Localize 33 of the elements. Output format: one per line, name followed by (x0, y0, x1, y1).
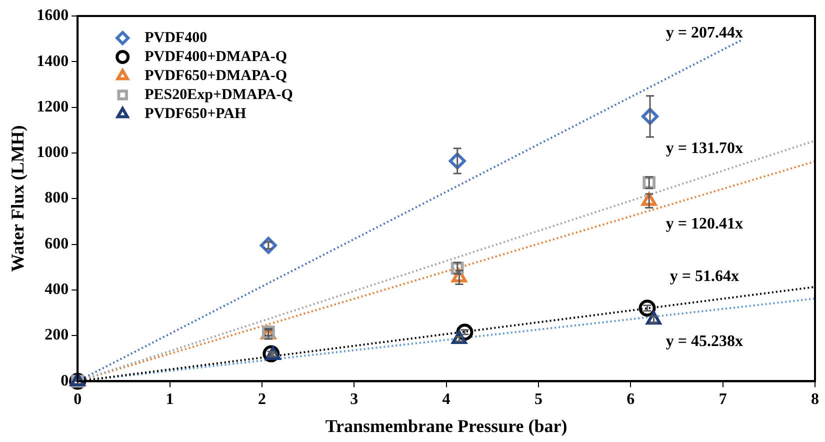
legend-label: PVDF400 (144, 30, 208, 46)
annotation: y = 207.44x (666, 24, 743, 42)
y-tick-label: 1600 (36, 7, 69, 24)
point (448, 152, 466, 170)
legend-label: PVDF400+DMAPA-Q (144, 48, 288, 65)
point (638, 300, 656, 317)
y-tick-label: 1200 (36, 98, 69, 116)
y-tick-label: 1400 (36, 52, 69, 70)
y-tick-label: 600 (44, 235, 69, 252)
x-axis-title: Transmembrane Pressure (bar) (325, 416, 568, 436)
annotation: y = 45.238x (666, 333, 743, 350)
y-axis-title: Water Flux (LMH) (7, 125, 28, 272)
x-tick-label: 3 (350, 390, 358, 408)
y-tick-label: 400 (44, 281, 69, 298)
annotation: y = 120.41x (666, 216, 743, 233)
x-tick-label: 1 (166, 390, 174, 408)
annotation: y = 51.64x (670, 268, 739, 286)
annotation: y = 131.70x (666, 140, 743, 157)
y-tick-label: 200 (44, 326, 69, 344)
legend-label: PVDF650+PAH (144, 106, 247, 122)
point (260, 236, 277, 254)
x-tick-label: 2 (258, 390, 266, 408)
x-tick-label: 7 (718, 390, 727, 408)
y-tick-label: 1000 (36, 144, 69, 162)
y-tick-label: 0 (60, 372, 69, 390)
x-tick-label: 5 (534, 390, 542, 408)
y-tick-label: 800 (44, 190, 69, 207)
x-tick-label: 0 (74, 390, 82, 408)
legend-label: PES20Exp+DMAPA-Q (144, 86, 294, 103)
x-tick-label: 6 (626, 390, 635, 408)
x-tick-label: 8 (811, 390, 819, 408)
x-tick-label: 4 (442, 390, 450, 408)
legend-label: PVDF650+DMAPA-Q (144, 68, 288, 84)
